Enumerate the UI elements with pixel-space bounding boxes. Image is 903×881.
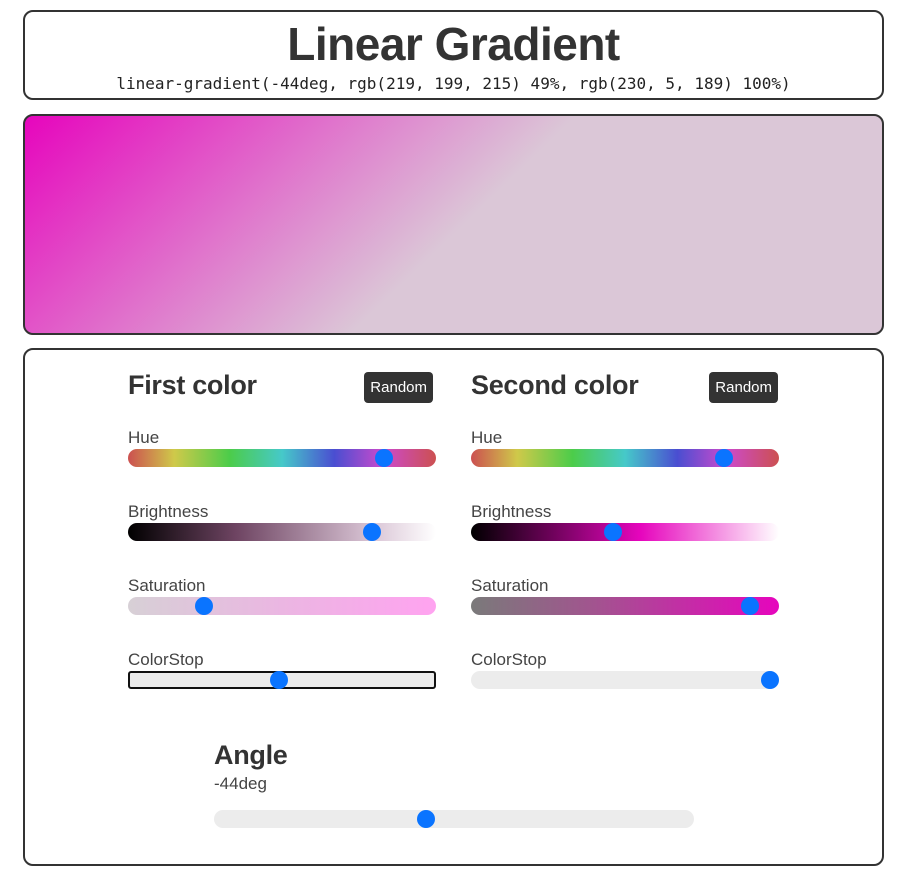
- page-title: Linear Gradient: [287, 18, 620, 70]
- gradient-preview: [23, 114, 884, 335]
- second-brightness-slider[interactable]: [471, 523, 779, 541]
- second-brightness-label: Brightness: [471, 502, 552, 521]
- second-hue-label: Hue: [471, 428, 503, 447]
- first-hue-slider[interactable]: [128, 449, 436, 467]
- first-random-button[interactable]: Random: [364, 372, 433, 403]
- first-saturation-thumb[interactable]: [194, 597, 213, 615]
- second-saturation-label: Saturation: [471, 576, 549, 595]
- first-colorstop-slider[interactable]: [128, 671, 436, 689]
- first-colorstop-label: ColorStop: [128, 650, 204, 669]
- second-random-button[interactable]: Random: [709, 372, 778, 403]
- first-brightness-thumb[interactable]: [362, 523, 381, 541]
- first-hue-label: Hue: [128, 428, 160, 447]
- angle-thumb[interactable]: [417, 810, 436, 828]
- second-color-title: Second color: [471, 370, 639, 400]
- second-brightness-thumb[interactable]: [604, 523, 623, 541]
- angle-value-label: -44deg: [214, 774, 267, 793]
- second-saturation-slider[interactable]: [471, 597, 779, 615]
- first-brightness-slider[interactable]: [128, 523, 436, 541]
- second-colorstop-slider[interactable]: [471, 671, 779, 689]
- angle-title: Angle: [214, 740, 288, 770]
- second-colorstop-thumb[interactable]: [761, 671, 779, 689]
- first-saturation-label: Saturation: [128, 576, 206, 595]
- first-colorstop-thumb[interactable]: [270, 671, 289, 689]
- second-colorstop-label: ColorStop: [471, 650, 547, 669]
- second-hue-slider[interactable]: [471, 449, 779, 467]
- controls-panel: First color Random Hue Brightness Satura…: [23, 348, 884, 866]
- second-saturation-thumb[interactable]: [740, 597, 759, 615]
- angle-slider[interactable]: [214, 810, 694, 828]
- css-output-text: linear-gradient(-44deg, rgb(219, 199, 21…: [116, 74, 791, 93]
- first-brightness-label: Brightness: [128, 502, 209, 521]
- header-panel: Linear Gradient linear-gradient(-44deg, …: [23, 10, 884, 100]
- first-color-title: First color: [128, 370, 257, 400]
- first-hue-thumb[interactable]: [374, 449, 393, 467]
- first-saturation-slider[interactable]: [128, 597, 436, 615]
- second-hue-thumb[interactable]: [714, 449, 733, 467]
